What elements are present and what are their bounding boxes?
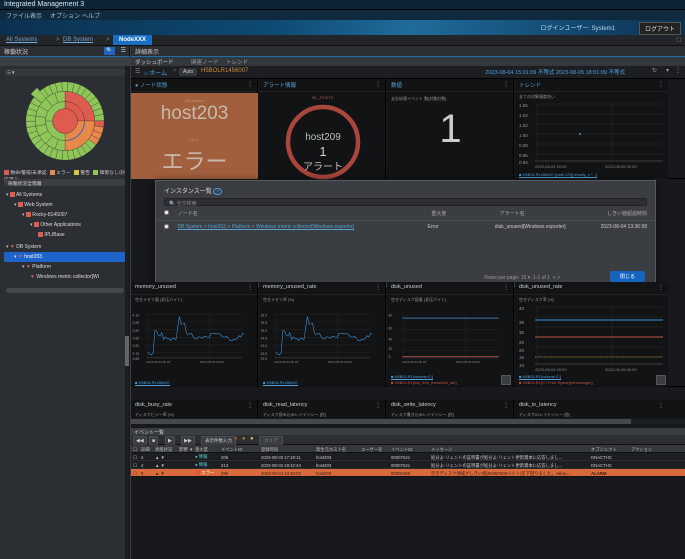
svg-text:60: 60 (389, 327, 393, 331)
svg-text:0.98: 0.98 (519, 143, 528, 148)
svg-text:3.65: 3.65 (133, 357, 140, 361)
svg-text:2023-08-05 00:00: 2023-08-05 00:00 (328, 360, 352, 364)
svg-text:3.80: 3.80 (133, 344, 140, 348)
svg-text:2023-08-05 00:00: 2023-08-05 00:00 (456, 360, 480, 364)
svg-text:40: 40 (389, 337, 393, 341)
svg-text:25.5: 25.5 (261, 321, 268, 325)
svg-text:2023-08-04 00:00: 2023-08-04 00:00 (535, 367, 567, 372)
svg-text:35: 35 (519, 320, 525, 325)
svg-text:20: 20 (389, 347, 393, 351)
svg-text:2023-08-04 00:00: 2023-08-04 00:00 (402, 360, 426, 364)
svg-text:2023-08-05 00:00: 2023-08-05 00:00 (200, 360, 224, 364)
svg-text:24.0: 24.0 (261, 344, 268, 348)
svg-text:3.90: 3.90 (133, 329, 140, 333)
svg-text:2023-08-05 00:00: 2023-08-05 00:00 (605, 367, 637, 372)
svg-text:3.95: 3.95 (133, 321, 140, 325)
svg-text:40: 40 (519, 306, 525, 311)
svg-text:30: 30 (519, 330, 525, 335)
svg-text:2023-08-05 00:00: 2023-08-05 00:00 (605, 164, 637, 169)
svg-text:24.5: 24.5 (261, 337, 268, 341)
svg-text:15: 15 (519, 355, 525, 360)
svg-text:0.94: 0.94 (519, 160, 528, 165)
svg-text:1.06: 1.06 (519, 103, 528, 108)
svg-text:3.75: 3.75 (133, 352, 140, 356)
svg-text:26.0: 26.0 (261, 314, 268, 318)
svg-text:0: 0 (389, 355, 391, 359)
svg-text:25.0: 25.0 (261, 329, 268, 333)
svg-text:4.10: 4.10 (133, 314, 140, 318)
svg-text:アラート: アラート (303, 161, 343, 173)
svg-text:1.04: 1.04 (519, 113, 528, 118)
svg-text:23.0: 23.0 (261, 357, 268, 361)
svg-text:3.85: 3.85 (133, 337, 140, 341)
svg-text:10: 10 (519, 363, 525, 368)
svg-text:25: 25 (519, 340, 525, 345)
svg-text:80: 80 (389, 314, 393, 318)
svg-text:host209: host209 (305, 132, 341, 143)
svg-text:23.5: 23.5 (261, 352, 268, 356)
svg-text:2023-08-04 00:00: 2023-08-04 00:00 (146, 360, 170, 364)
svg-text:1.02: 1.02 (519, 123, 528, 128)
svg-text:0.96: 0.96 (519, 153, 528, 158)
svg-text:20: 20 (519, 348, 525, 353)
svg-text:2023-08-04 00:00: 2023-08-04 00:00 (274, 360, 298, 364)
svg-text:1.00: 1.00 (519, 133, 528, 138)
svg-text:1: 1 (319, 144, 326, 159)
svg-text:2023-08-04 00:00: 2023-08-04 00:00 (535, 164, 567, 169)
